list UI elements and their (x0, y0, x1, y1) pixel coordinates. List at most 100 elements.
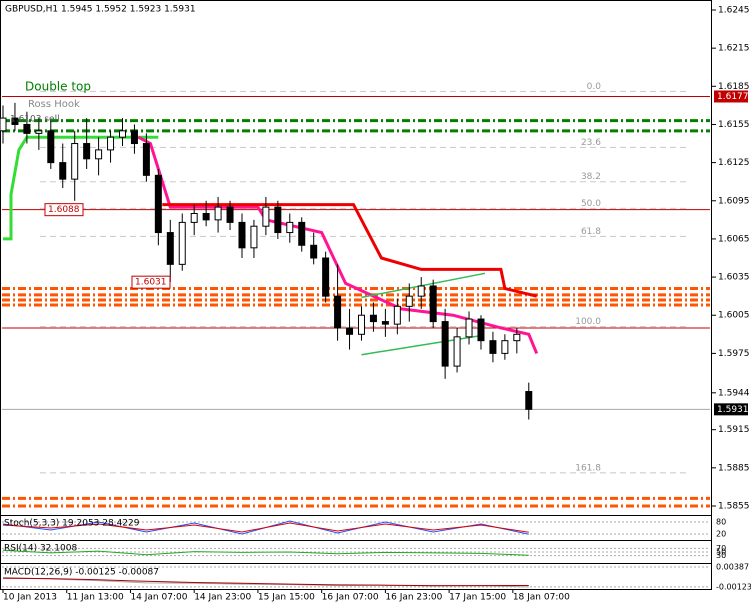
candle-body (274, 206, 282, 234)
price-label-box (714, 403, 748, 416)
y-tick-label: 1.6005 (718, 311, 750, 321)
candle-body (298, 221, 306, 246)
indicator-tick-label: 70 (716, 544, 726, 553)
indicator-line (162, 203, 538, 298)
y-tick-label: 1.6155 (718, 120, 750, 130)
candle-body (525, 391, 533, 410)
candle-body (453, 336, 461, 367)
candle-body (286, 221, 294, 234)
candle-body (417, 285, 425, 297)
price-label: 1.6177 (717, 92, 749, 102)
candle-body (59, 162, 67, 180)
price-label: 1.5931 (717, 405, 749, 415)
annotation: Ross Hook (28, 99, 80, 110)
fibo-label: 0.0 (587, 82, 602, 92)
candle-body (35, 130, 43, 134)
candle-body (322, 257, 330, 297)
candle-body (465, 318, 473, 338)
y-tick-label: 1.6095 (718, 196, 750, 206)
candle-body (47, 130, 55, 164)
marker-label: 1.6031 (135, 278, 167, 288)
x-tick-label: 10 Jan 2013 (3, 593, 57, 603)
indicator-tick-label: 0.00387 (716, 563, 749, 572)
candle-body (190, 212, 198, 223)
candle-body (405, 295, 413, 307)
x-tick-label: 11 Jan 13:00 (67, 593, 124, 603)
candle-body (11, 117, 19, 125)
indicator-tick-label: 80 (716, 518, 726, 527)
y-tick-label: 1.6125 (718, 158, 750, 168)
candle-body (214, 206, 222, 221)
x-tick-label: 17 Jan 15:00 (449, 593, 506, 603)
annotation: Double top (25, 80, 91, 94)
fibo-label: 161.8 (575, 463, 601, 473)
candle-body (142, 143, 150, 176)
x-tick-label: 18 Jan 07:00 (513, 593, 570, 603)
indicator-line (137, 135, 539, 354)
y-tick-label: 1.6245 (718, 6, 750, 16)
candle-body (202, 212, 210, 221)
candle-body (238, 221, 246, 249)
x-tick-label: 15 Jan 15:00 (258, 593, 315, 603)
candle-body (346, 327, 354, 335)
indicator-line (2, 549, 529, 556)
indicator-line (361, 334, 482, 356)
candle-body (95, 149, 103, 160)
candle-body (166, 232, 174, 265)
indicator-label: RSI(14) 32.1008 (4, 544, 77, 554)
chart-title: GBPUSD,H1 1.5945 1.5952 1.5923 1.5931 (5, 5, 196, 15)
frame (0, 0, 712, 590)
fibo-label: 61.8 (581, 227, 601, 237)
candle-body (369, 314, 377, 323)
candle-body (83, 143, 91, 160)
candle-body (0, 117, 7, 132)
fibo-label: 23.6 (581, 138, 601, 148)
indicator-tick-label: -0.00123 (716, 582, 751, 591)
x-tick-label: 14 Jan 07:00 (130, 593, 187, 603)
candle-body (393, 305, 401, 325)
y-tick-label: 1.6065 (718, 234, 750, 244)
indicator-line (361, 272, 486, 299)
candle-body (357, 314, 365, 335)
candle-body (118, 130, 126, 138)
y-tick-label: 1.6215 (718, 44, 750, 54)
y-tick-label: 1.6185 (718, 82, 750, 92)
candle-body (23, 123, 31, 134)
candle-body (489, 340, 497, 354)
marker-label: 1.6088 (48, 205, 80, 215)
candle-body (441, 321, 449, 367)
candle-body (178, 221, 186, 265)
indicator-tick-label: 50 (716, 548, 726, 557)
candle-body (477, 318, 485, 342)
price-label-box (714, 90, 748, 103)
y-tick-label: 1.6035 (718, 273, 750, 283)
fibo-label: 50.0 (581, 199, 601, 209)
x-tick-label: 16 Jan 23:00 (385, 593, 442, 603)
y-tick-label: 1.5885 (718, 463, 750, 473)
fibo-label: 100.0 (575, 317, 601, 327)
candle-body (107, 136, 115, 151)
indicator-tick-label: 30 (716, 551, 726, 560)
y-tick-label: 1.5944 (718, 388, 750, 398)
candle-body (429, 285, 437, 323)
indicator-tick-label: 20 (716, 530, 726, 539)
candle-body (381, 321, 389, 325)
candle-body (262, 206, 270, 227)
indicator-label: Stoch(5,3,3) 19.2053 28.4229 (4, 519, 140, 529)
candle-body (334, 295, 342, 329)
y-tick-label: 1.5915 (718, 425, 750, 435)
indicator-label: MACD(12,26,9) -0.00125 -0.00087 (4, 568, 159, 578)
y-tick-label: 1.5855 (718, 502, 750, 512)
x-tick-label: 14 Jan 23:00 (194, 593, 251, 603)
indicator-line (2, 577, 529, 587)
candle-body (310, 244, 318, 259)
y-tick-label: 1.5975 (718, 349, 750, 359)
x-tick-label: 16 Jan 07:00 (322, 593, 379, 603)
candle-body (154, 174, 162, 234)
candle-body (226, 206, 234, 223)
annotation: 1.6103 sell (10, 115, 60, 125)
indicator-line (2, 522, 529, 533)
marker-box (131, 275, 171, 289)
